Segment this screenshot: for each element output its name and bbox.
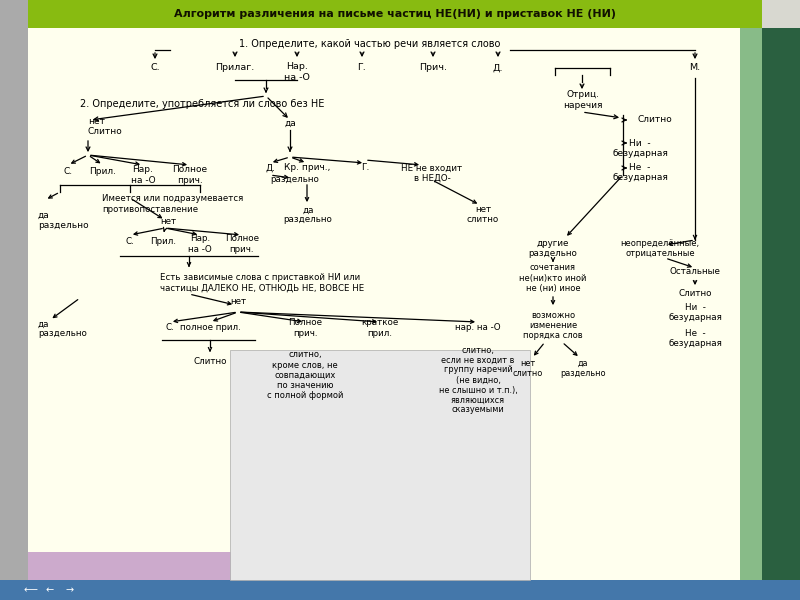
Text: Прил.: Прил. (150, 238, 176, 247)
Text: нар. на -О: нар. на -О (455, 323, 501, 332)
Text: слитно,: слитно, (288, 350, 322, 359)
Bar (0, 580, 800, 600)
Text: Нар.
на -О: Нар. на -О (188, 234, 212, 254)
Text: да: да (38, 211, 50, 220)
Text: Слитно: Слитно (194, 358, 226, 367)
Text: 1. Определите, какой частью речи является слово: 1. Определите, какой частью речи являетс… (239, 39, 501, 49)
Text: порядка слов: порядка слов (523, 331, 583, 340)
Text: 2. Определите, употребляется ли слово без НЕ: 2. Определите, употребляется ли слово бе… (80, 99, 324, 109)
Bar (762, 28, 800, 600)
Text: изменение: изменение (529, 320, 577, 329)
Text: другие: другие (537, 238, 569, 247)
Bar (740, 28, 762, 600)
Text: М.: М. (690, 64, 701, 73)
Text: ⟵: ⟵ (23, 585, 37, 595)
Text: Ни  -: Ни - (629, 139, 651, 148)
Text: раздельно: раздельно (38, 329, 87, 338)
Text: Прил.: Прил. (90, 167, 117, 176)
Text: кроме слов, не: кроме слов, не (272, 361, 338, 370)
Text: Не  -: Не - (630, 163, 650, 173)
Text: Слитно: Слитно (88, 127, 122, 136)
Text: (не видно,: (не видно, (455, 376, 501, 385)
Text: отрицательные: отрицательные (625, 248, 695, 257)
Text: Д.: Д. (493, 64, 503, 73)
Text: Алгоритм различения на письме частиц НЕ(НИ) и приставок НЕ (НИ): Алгоритм различения на письме частиц НЕ(… (174, 9, 616, 19)
Text: нет: нет (160, 217, 176, 226)
Text: Г.: Г. (361, 163, 369, 173)
Text: Полное
прич.: Полное прич. (173, 165, 207, 185)
Text: не (ни) иное: не (ни) иное (526, 283, 580, 292)
Text: Отриц.
наречия: Отриц. наречия (563, 90, 602, 110)
Bar (230, 350, 530, 580)
Text: да: да (302, 205, 314, 214)
Bar (28, 552, 248, 580)
Text: группу наречий: группу наречий (444, 365, 512, 374)
Text: С.: С. (63, 167, 73, 176)
Text: Нар.
на -О: Нар. на -О (284, 62, 310, 82)
Text: если не входит в: если не входит в (442, 355, 514, 364)
Text: слитно: слитно (467, 215, 499, 224)
Text: Не  -: Не - (685, 329, 706, 337)
Text: →: → (66, 585, 74, 595)
Text: Остальные: Остальные (670, 268, 721, 277)
Text: Есть зависимые слова с приставкой НИ или: Есть зависимые слова с приставкой НИ или (160, 274, 360, 283)
Text: неопределённые,: неопределённые, (621, 238, 699, 247)
Text: слитно,: слитно, (462, 346, 494, 355)
Text: нет: нет (521, 358, 535, 367)
Text: Полное
прич.: Полное прич. (288, 318, 322, 338)
Text: Имеется или подразумевается
противопоставление: Имеется или подразумевается противопоста… (102, 194, 243, 214)
Text: безударная: безударная (612, 173, 668, 182)
Text: слитно: слитно (513, 368, 543, 377)
Text: сочетания: сочетания (530, 263, 576, 272)
Text: Слитно: Слитно (678, 289, 712, 298)
Text: нет: нет (475, 205, 491, 214)
Text: ←: ← (46, 585, 54, 595)
Text: возможно: возможно (531, 311, 575, 319)
Text: Полное
прич.: Полное прич. (225, 234, 259, 254)
Bar (0, 0, 28, 600)
Text: не(ни)кто иной: не(ни)кто иной (519, 274, 586, 283)
Bar (28, 28, 740, 600)
Text: Д.: Д. (265, 163, 275, 173)
Text: Г.: Г. (358, 64, 366, 73)
Text: да: да (38, 319, 50, 329)
Text: краткое
прил.: краткое прил. (362, 318, 398, 338)
Text: безударная: безударная (668, 313, 722, 323)
Text: сказуемыми: сказуемыми (452, 406, 504, 415)
Text: безударная: безударная (668, 338, 722, 347)
Text: С.: С. (150, 64, 160, 73)
Text: нет: нет (230, 298, 246, 307)
Text: Ни  -: Ни - (685, 304, 706, 313)
Text: С.: С. (166, 323, 174, 332)
Text: полное прил.: полное прил. (180, 323, 240, 332)
Text: частицы ДАЛЕКО НЕ, ОТНЮДЬ НЕ, ВОВСЕ НЕ: частицы ДАЛЕКО НЕ, ОТНЮДЬ НЕ, ВОВСЕ НЕ (160, 283, 364, 292)
Text: по значению: по значению (277, 380, 334, 389)
Bar (28, 0, 762, 28)
Text: являющихся: являющихся (451, 395, 505, 404)
Text: Слитно: Слитно (638, 115, 672, 124)
Text: раздельно: раздельно (38, 220, 89, 229)
Text: раздельно: раздельно (529, 248, 578, 257)
Text: С.: С. (126, 238, 134, 247)
Text: Прилаг.: Прилаг. (215, 64, 254, 73)
Text: с полной формой: с полной формой (267, 391, 343, 400)
Text: не слышно и т.п.),: не слышно и т.п.), (438, 385, 518, 395)
Text: нет: нет (88, 118, 105, 127)
Text: НЕ не входит: НЕ не входит (402, 163, 462, 173)
Text: да: да (284, 118, 296, 127)
Text: в НЕДО-: в НЕДО- (414, 173, 450, 182)
Text: Прич.: Прич. (419, 64, 447, 73)
Text: да: да (578, 358, 588, 367)
Text: раздельно: раздельно (560, 368, 606, 377)
Text: совпадающих: совпадающих (274, 370, 336, 379)
Text: безударная: безударная (612, 148, 668, 157)
Text: Нар.
на -О: Нар. на -О (130, 165, 155, 185)
Text: раздельно: раздельно (283, 215, 333, 224)
Text: Кр. прич.,: Кр. прич., (284, 163, 330, 173)
Text: раздельно: раздельно (270, 175, 319, 185)
